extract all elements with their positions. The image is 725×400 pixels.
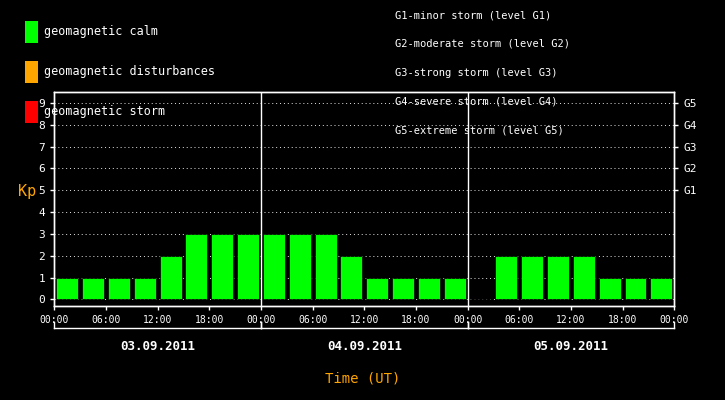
Bar bbox=[263, 234, 285, 300]
Bar bbox=[82, 278, 104, 300]
Bar bbox=[547, 256, 569, 300]
Bar bbox=[444, 278, 465, 300]
Text: 03.09.2011: 03.09.2011 bbox=[120, 340, 195, 353]
Bar bbox=[315, 234, 336, 300]
Text: G3-strong storm (level G3): G3-strong storm (level G3) bbox=[395, 68, 558, 78]
Bar bbox=[211, 234, 233, 300]
Text: geomagnetic calm: geomagnetic calm bbox=[44, 26, 158, 38]
Bar bbox=[134, 278, 156, 300]
Bar bbox=[366, 278, 388, 300]
Bar bbox=[289, 234, 311, 300]
Text: Time (UT): Time (UT) bbox=[325, 371, 400, 385]
Bar bbox=[495, 256, 518, 300]
Text: 05.09.2011: 05.09.2011 bbox=[534, 340, 608, 353]
Text: geomagnetic disturbances: geomagnetic disturbances bbox=[44, 66, 215, 78]
Bar bbox=[341, 256, 362, 300]
Text: 04.09.2011: 04.09.2011 bbox=[327, 340, 402, 353]
Text: G4-severe storm (level G4): G4-severe storm (level G4) bbox=[395, 96, 558, 106]
Bar bbox=[624, 278, 647, 300]
Text: G2-moderate storm (level G2): G2-moderate storm (level G2) bbox=[395, 39, 570, 49]
Bar bbox=[599, 278, 621, 300]
Bar bbox=[521, 256, 543, 300]
Bar bbox=[160, 256, 181, 300]
Bar bbox=[237, 234, 259, 300]
Bar bbox=[418, 278, 440, 300]
Bar bbox=[186, 234, 207, 300]
Bar bbox=[650, 278, 672, 300]
Bar bbox=[392, 278, 414, 300]
Y-axis label: Kp: Kp bbox=[18, 184, 36, 199]
Text: G1-minor storm (level G1): G1-minor storm (level G1) bbox=[395, 10, 552, 20]
Text: G5-extreme storm (level G5): G5-extreme storm (level G5) bbox=[395, 125, 564, 135]
Bar bbox=[57, 278, 78, 300]
Text: geomagnetic storm: geomagnetic storm bbox=[44, 106, 165, 118]
Bar bbox=[108, 278, 130, 300]
Bar bbox=[573, 256, 594, 300]
